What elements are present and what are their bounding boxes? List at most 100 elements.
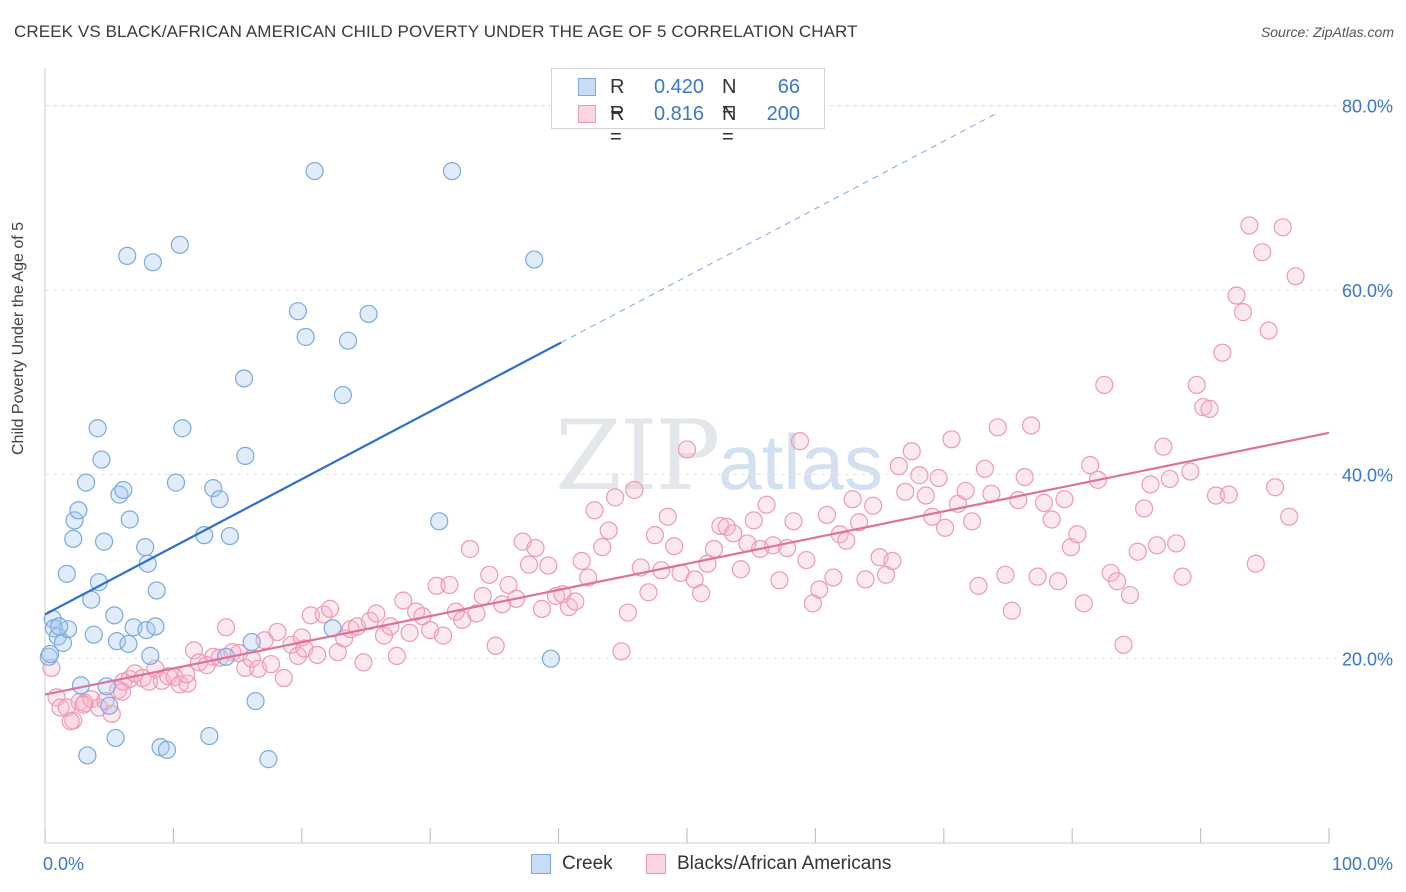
creek-point — [107, 632, 127, 651]
black-point — [1253, 243, 1272, 262]
watermark: ZIPatlas — [555, 400, 883, 512]
black-point — [320, 599, 340, 618]
black-point — [236, 658, 255, 677]
black-point — [1048, 572, 1068, 591]
black-point — [744, 511, 763, 530]
creek-point — [430, 512, 449, 531]
black-point — [519, 555, 539, 574]
creek-point — [234, 369, 254, 388]
black-point — [1273, 218, 1292, 237]
black-point — [962, 512, 982, 531]
black-trend-line — [44, 431, 1330, 696]
black-point — [1167, 534, 1186, 553]
r-label: R = — [610, 76, 625, 121]
black-point — [837, 531, 856, 550]
black-point — [618, 603, 638, 622]
chart-title: CREEK VS BLACK/AFRICAN AMERICAN CHILD PO… — [14, 22, 858, 41]
black-point — [1028, 567, 1047, 586]
black-point — [1034, 493, 1054, 512]
n-label: N = — [722, 76, 737, 121]
creek-trend-extension — [560, 111, 1000, 343]
black-swatch — [646, 854, 666, 874]
black-point — [486, 636, 505, 655]
black-point — [467, 604, 486, 623]
black-point — [843, 490, 862, 509]
y-axis-label: Child Poverty Under the Age of 5 — [10, 221, 27, 455]
creek-point — [84, 625, 103, 644]
black-point — [433, 626, 453, 645]
black-point — [599, 521, 618, 540]
black-point — [532, 599, 552, 618]
black-point — [1141, 475, 1160, 494]
creek-point — [210, 490, 229, 509]
creek-point — [118, 246, 137, 265]
n-value: 200 — [766, 103, 800, 125]
creek-swatch — [578, 78, 596, 96]
black-point — [1240, 216, 1259, 235]
black-point — [1213, 343, 1232, 362]
black-point — [724, 524, 743, 543]
black-point — [1181, 462, 1200, 481]
black-point — [896, 482, 915, 501]
black-point — [704, 539, 724, 559]
black-point — [274, 668, 293, 688]
y-tick-label: 40.0% — [1342, 465, 1393, 485]
creek-point — [100, 696, 119, 715]
black-point — [639, 583, 658, 602]
black-point — [539, 556, 558, 575]
creek-point — [204, 479, 223, 498]
black-point — [645, 526, 665, 545]
black-point — [1233, 303, 1253, 322]
black-point — [1135, 499, 1154, 518]
black-point — [612, 642, 631, 661]
black-point — [770, 571, 789, 590]
black-point — [1114, 635, 1133, 654]
black-point — [427, 576, 446, 595]
black-point — [42, 658, 61, 677]
black-point — [889, 456, 908, 476]
black-point — [797, 550, 816, 570]
creek-point — [541, 649, 560, 668]
black-point — [916, 486, 935, 505]
black-point — [301, 606, 320, 625]
black-point — [74, 695, 93, 714]
creek-point — [143, 253, 162, 272]
black-point — [731, 560, 751, 579]
creek-point — [119, 634, 138, 654]
black-point — [1042, 510, 1061, 529]
black-point — [1227, 286, 1246, 305]
black-point — [1074, 594, 1093, 613]
creek-point — [296, 327, 315, 347]
creek-point — [41, 644, 60, 664]
black-point — [824, 568, 843, 587]
black-point — [1055, 490, 1074, 509]
source-label: Source: ZipAtlas.com — [1260, 24, 1394, 40]
correlation-legend: R = 0.420 N = 66 R = 0.816 N = 200 — [551, 68, 825, 148]
creek-point — [105, 606, 124, 625]
black-point — [1147, 536, 1167, 555]
n-label: N = — [722, 103, 737, 148]
creek-point — [525, 250, 544, 269]
black-point — [717, 517, 736, 536]
black-point — [910, 466, 929, 485]
black-point — [790, 432, 810, 451]
black-point — [975, 459, 994, 478]
black-point — [112, 682, 132, 701]
black-point — [1002, 601, 1021, 620]
creek-point — [114, 480, 133, 500]
black-point — [51, 698, 70, 717]
creek-point — [195, 526, 214, 545]
black-point — [1173, 567, 1192, 586]
black-point — [387, 646, 406, 665]
black-point — [817, 505, 837, 524]
black-point — [61, 712, 80, 731]
black-point — [1286, 267, 1305, 286]
black-point — [585, 501, 604, 520]
creek-point — [94, 532, 114, 551]
black-point — [1219, 485, 1238, 504]
black-point — [665, 537, 684, 556]
black-point — [935, 518, 955, 537]
creek-point — [333, 385, 352, 405]
black-point — [308, 645, 327, 665]
